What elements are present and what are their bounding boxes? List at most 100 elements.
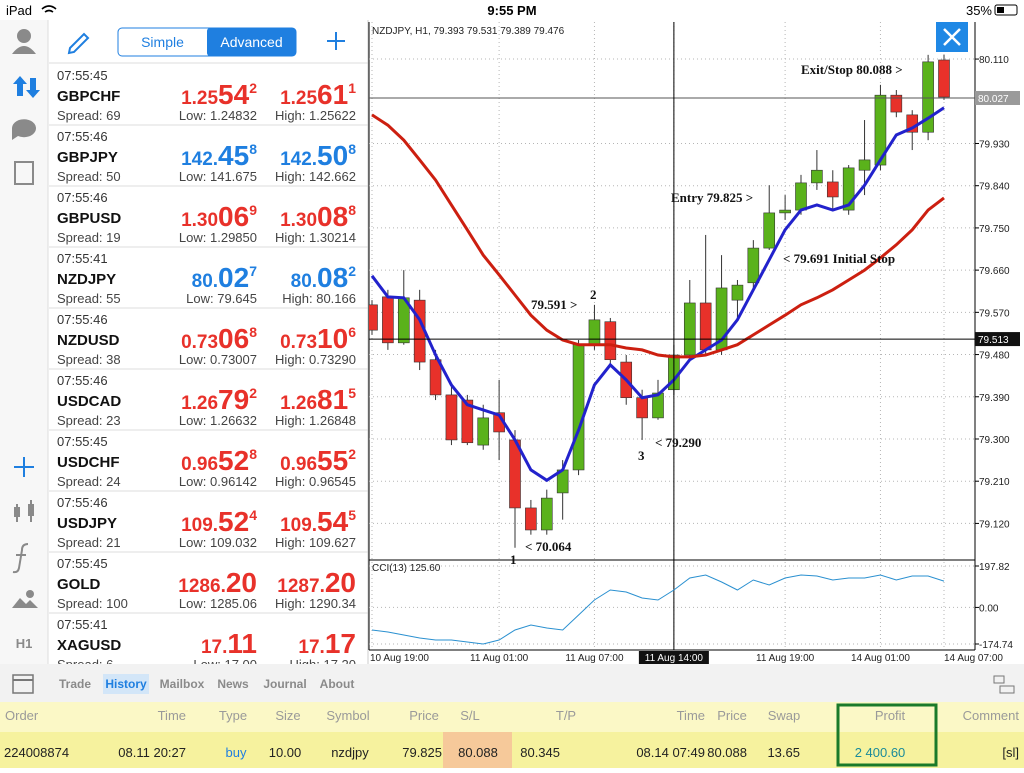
y-tick-label: 79.570 — [979, 308, 1010, 319]
table-cell: 13.65 — [767, 745, 800, 760]
table-cell: buy — [226, 745, 247, 760]
bid-part: 06 — [218, 323, 249, 354]
crosshair-label: 79.513 — [978, 335, 1009, 346]
bottom-tab[interactable]: Journal — [263, 677, 306, 691]
bid-part: 54 — [218, 79, 250, 110]
column-header: Comment — [963, 708, 1020, 723]
bottom-tab[interactable]: About — [320, 677, 355, 691]
table-cell: 10.00 — [269, 745, 302, 760]
table-cell: nzdjpy — [331, 745, 369, 760]
quote-time: 07:55:41 — [57, 617, 108, 632]
column-header: Type — [219, 708, 247, 723]
candle-body — [684, 303, 695, 355]
quote-low: Low: 79.645 — [186, 291, 257, 306]
bid-part: 1286. — [178, 576, 226, 597]
quote-time: 07:55:46 — [57, 129, 108, 144]
ask-part: 55 — [317, 445, 348, 476]
quote-low: Low: 0.73007 — [179, 352, 257, 367]
y-tick-label: 79.930 — [979, 139, 1010, 150]
ask-part: 5 — [348, 507, 356, 523]
account-icon[interactable] — [17, 29, 31, 43]
ask-part: 17 — [325, 628, 356, 659]
bid-part: 8 — [249, 446, 257, 462]
candle-body — [478, 418, 489, 445]
bid-part: 52 — [218, 445, 249, 476]
quote-high: High: 1.26848 — [275, 413, 356, 428]
bid-part: 06 — [218, 201, 249, 232]
ask-part: 1.26 — [280, 393, 317, 414]
x-tick-label: 11 Aug 19:00 — [756, 653, 815, 664]
side-toolbar — [0, 20, 48, 664]
bid-part: 20 — [226, 567, 257, 598]
table-cell: 79.825 — [402, 745, 442, 760]
quote-time: 07:55:46 — [57, 190, 108, 205]
quote-spread: Spread: 38 — [57, 352, 121, 367]
ask-part: 81 — [317, 384, 348, 415]
y-tick-label: 79.300 — [979, 435, 1010, 446]
ask-part: 8 — [348, 141, 356, 157]
x-tick-label: 11 Aug 14:00 — [645, 653, 704, 664]
bid-part: 8 — [249, 324, 257, 340]
candle-body — [764, 213, 775, 248]
ask-part: 6 — [348, 324, 356, 340]
bid-part: 4 — [249, 507, 257, 523]
quote-symbol: GBPJPY — [57, 149, 118, 166]
candle-body — [573, 345, 584, 470]
column-header: Price — [409, 708, 439, 723]
quote-symbol: GOLD — [57, 576, 100, 593]
quote-time: 07:55:46 — [57, 495, 108, 510]
bottom-tab[interactable]: News — [217, 677, 249, 691]
quote-high: High: 109.627 — [275, 535, 356, 550]
x-tick-label: 11 Aug 01:00 — [470, 653, 529, 664]
quote-symbol: NZDJPY — [57, 271, 116, 288]
quote-spread: Spread: 55 — [57, 291, 121, 306]
annotation: 79.591 > — [531, 297, 577, 312]
indicator-tick-label: -174.74 — [979, 640, 1013, 651]
quote-low: Low: 141.675 — [179, 169, 257, 184]
bid-part: 80. — [192, 271, 218, 292]
quote-time: 07:55:45 — [57, 68, 108, 83]
table-cell: 80.345 — [520, 745, 560, 760]
bottom-tab[interactable]: Mailbox — [160, 677, 205, 691]
bottom-tab[interactable]: History — [105, 677, 147, 691]
ask-part: 80. — [291, 271, 317, 292]
column-header: Profit — [875, 708, 906, 723]
indicator-tick-label: 197.82 — [979, 562, 1010, 573]
close-chart-button[interactable] — [936, 22, 968, 52]
column-header: Symbol — [326, 708, 369, 723]
bid-part: 8 — [249, 141, 257, 157]
segment-tab[interactable]: Advanced — [220, 34, 282, 50]
quote-symbol: GBPCHF — [57, 88, 120, 105]
bottom-tab[interactable]: Trade — [59, 677, 91, 691]
column-header: Size — [275, 708, 300, 723]
annotation: Exit/Stop 80.088 > — [801, 62, 903, 77]
candles-icon-a — [14, 507, 20, 517]
price-line-label: 80.027 — [978, 94, 1009, 105]
segment-tab[interactable]: Simple — [141, 34, 184, 50]
indicator-title: CCI(13) 125.60 — [372, 563, 441, 574]
table-cell: 2 400.60 — [855, 745, 906, 760]
candle-body — [589, 320, 600, 345]
timeframe-button[interactable]: H1 — [16, 636, 33, 651]
x-tick-label: 14 Aug 07:00 — [944, 653, 1003, 664]
candle-body — [811, 170, 822, 183]
column-header: Price — [717, 708, 747, 723]
y-tick-label: 79.840 — [979, 182, 1010, 193]
x-tick-label: 14 Aug 01:00 — [851, 653, 910, 664]
candle-body — [859, 160, 870, 170]
quote-low: Low: 1285.06 — [179, 596, 257, 611]
x-tick-label: 10 Aug 19:00 — [370, 653, 429, 664]
quote-high: High: 0.73290 — [275, 352, 356, 367]
candles-icon-b — [28, 504, 34, 516]
bid-part: 1.30 — [181, 210, 218, 231]
y-tick-label: 79.120 — [979, 519, 1010, 530]
ask-part: 142. — [280, 149, 317, 170]
table-cell: 08.11 20:27 — [118, 745, 186, 760]
bid-part: 2 — [249, 385, 257, 401]
candle-body — [637, 398, 648, 418]
ask-part: 1287. — [277, 576, 325, 597]
column-header: Swap — [768, 708, 801, 723]
column-header: T/P — [556, 708, 576, 723]
annotation: 1 — [510, 552, 517, 567]
quote-low: Low: 109.032 — [179, 535, 257, 550]
